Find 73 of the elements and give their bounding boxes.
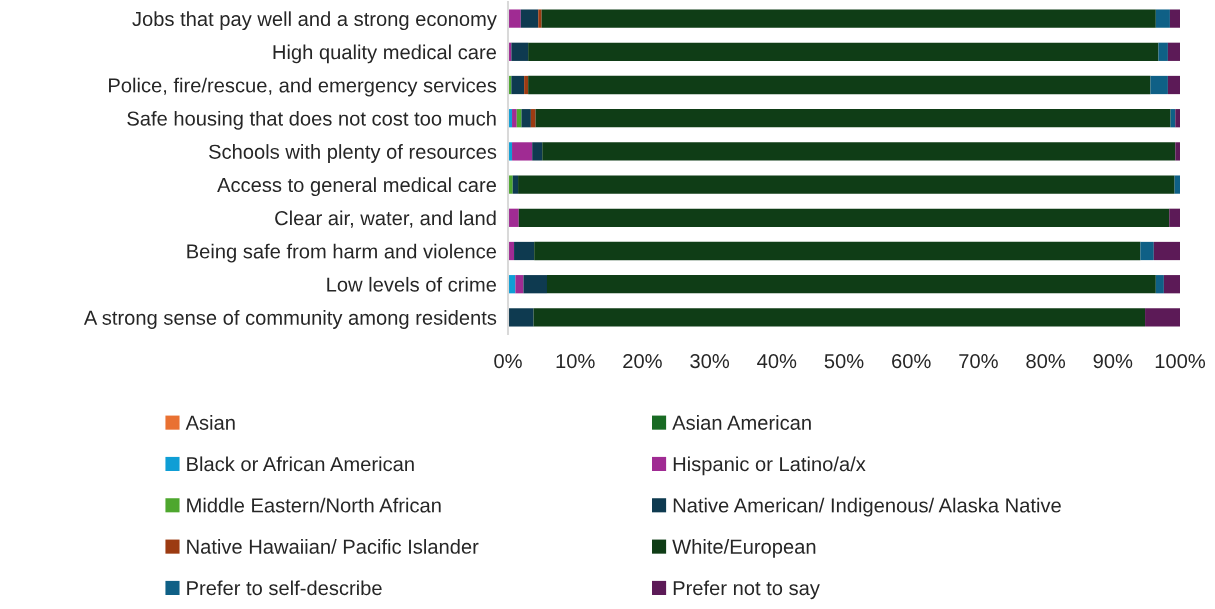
bar (533, 308, 1146, 327)
legend-label: Prefer not to say (673, 580, 820, 600)
bar (1153, 241, 1180, 261)
bar (518, 208, 1170, 227)
y-tick-label: Being safe from harm and violence (187, 243, 497, 263)
bar (1145, 308, 1180, 327)
y-tick-label: Safe housing that does not cost too much (127, 110, 496, 130)
bar (523, 275, 547, 294)
bar (515, 275, 524, 294)
bar (1167, 75, 1180, 95)
bar (542, 142, 1176, 161)
x-tick-label: 60% (892, 353, 931, 369)
x-tick-label: 90% (1093, 353, 1133, 369)
legend-label: Native American/ Indigenous/ Alaska Native (673, 497, 1061, 517)
legend-label: Prefer to self-describe (187, 580, 382, 596)
bar (1174, 175, 1180, 194)
y-tick-label: A strong sense of community among residents (83, 310, 497, 329)
bar (528, 75, 1151, 95)
legend-label: Native Hawaiian/ Pacific Islander (187, 539, 479, 554)
bar (535, 109, 1171, 128)
bar (508, 9, 521, 28)
bar (1155, 9, 1170, 28)
bar (1167, 42, 1180, 61)
bar (1155, 275, 1164, 294)
bar (1175, 109, 1180, 128)
x-tick-label: 40% (757, 353, 797, 369)
y-tick-label: Clear air, water, and land (275, 210, 496, 228)
y-tick-label: Low levels of crime (327, 276, 496, 292)
x-tick-label: 100% (1155, 353, 1206, 369)
bar (1175, 142, 1180, 161)
bar (538, 9, 542, 28)
bar (514, 241, 535, 261)
x-tick-label: 50% (824, 353, 864, 369)
x-tick-label: 70% (959, 353, 998, 369)
legend-label: Asian American (672, 415, 811, 430)
bar (511, 42, 529, 61)
bar (508, 308, 534, 327)
bar (508, 208, 519, 227)
legend-label: White/European (672, 539, 816, 558)
x-tick-label: 0% (494, 353, 522, 369)
y-tick-label: High quality medical care (273, 44, 497, 64)
y-tick-label: Police, fire/rescue, and emergency services (109, 77, 497, 97)
bar (1163, 275, 1180, 294)
bar (511, 75, 525, 95)
bar (512, 175, 519, 194)
bar (512, 142, 533, 161)
x-tick-label: 30% (690, 353, 730, 369)
bar (512, 109, 517, 128)
x-tick-label: 80% (1026, 353, 1066, 369)
x-tick-label: 20% (623, 353, 662, 369)
legend-label: Black or African American (187, 456, 414, 472)
bar (1169, 208, 1180, 227)
legend-label: Asian (185, 415, 235, 430)
bar (528, 42, 1159, 61)
y-tick-label: Access to general medical care (217, 177, 497, 197)
y-tick-label: Schools with plenty of resources (209, 144, 497, 163)
bar (1169, 9, 1180, 28)
bar (524, 75, 529, 95)
bar (518, 175, 1175, 194)
legend-label: Hispanic or Latino/a/x (673, 456, 866, 476)
bar (541, 9, 1156, 28)
bar (520, 9, 539, 28)
bar (530, 109, 536, 128)
bar (521, 109, 531, 128)
y-tick-label: Jobs that pay well and a strong economy (132, 11, 497, 31)
bar (1158, 42, 1168, 61)
bar (1150, 75, 1168, 95)
bar (1140, 241, 1154, 261)
bar (546, 275, 1156, 294)
x-tick-label: 10% (556, 353, 595, 369)
legend-label: Middle Eastern/North African (187, 497, 441, 513)
bar (532, 142, 543, 161)
bar (534, 241, 1141, 261)
